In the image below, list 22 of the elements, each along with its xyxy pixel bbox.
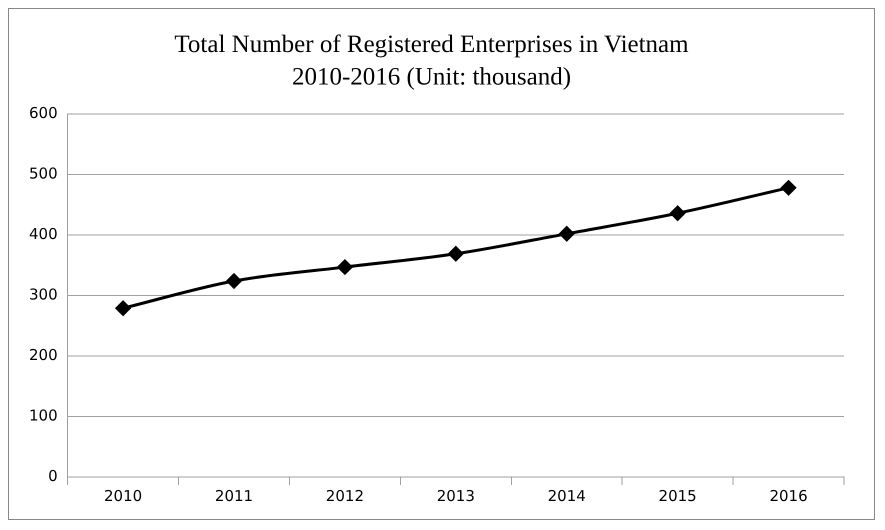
y-tick-label: 600 [28, 104, 58, 122]
x-tick-label: 2012 [326, 486, 364, 505]
x-tick-label: 2011 [214, 486, 254, 505]
y-tick-label: 500 [28, 164, 58, 182]
point [226, 273, 242, 288]
point [448, 246, 464, 262]
x-tick-label: 2013 [436, 486, 475, 505]
point [559, 226, 574, 242]
y-tick-label: 100 [28, 406, 58, 424]
x-tick-label: 2010 [104, 486, 142, 505]
point [337, 260, 352, 275]
x-tick-label: 2016 [769, 486, 808, 505]
point [116, 300, 131, 316]
point [670, 206, 686, 221]
y-tick-label: 200 [28, 346, 58, 364]
y-tick-label: 0 [48, 466, 58, 485]
chart-title: Total Number of Registered Enterprises in Vietnam 2010-2016 (Unit: thousand) [174, 30, 690, 90]
point [781, 180, 796, 196]
x-tick-label: 2014 [548, 486, 586, 505]
y-tick-label: 300 [28, 285, 58, 304]
y-tick-label: 400 [28, 224, 58, 243]
x-tick-label: 2015 [658, 486, 697, 505]
